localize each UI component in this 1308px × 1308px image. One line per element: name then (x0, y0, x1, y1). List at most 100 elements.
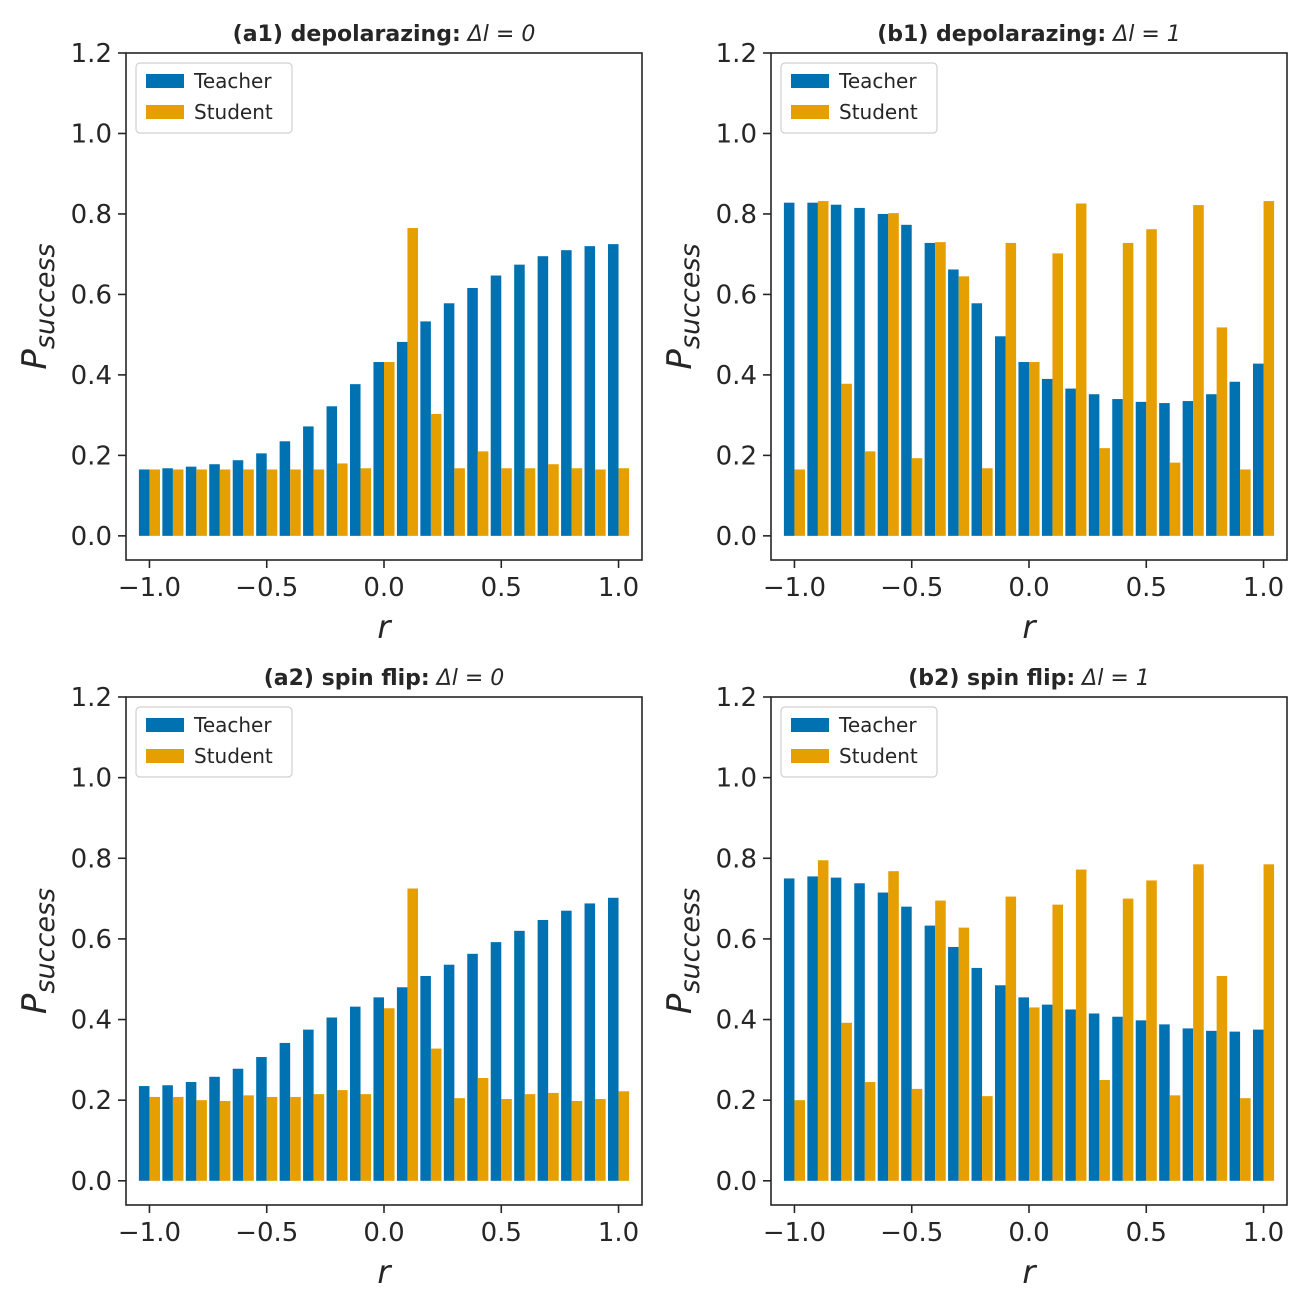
bar-student-1 (817, 201, 829, 536)
bar-student-12 (1075, 869, 1087, 1181)
bar-student-16 (524, 1094, 536, 1181)
bar-teacher-9 (994, 336, 1006, 536)
bar-student-7 (313, 469, 325, 536)
legend-swatch-student (146, 105, 184, 119)
bar-student-5 (911, 458, 923, 536)
bar-student-1 (817, 860, 829, 1181)
panel-title: (b1) depolarazing: Δl = 1 (877, 22, 1181, 47)
legend: Teacher Student (780, 62, 938, 134)
legend-swatch-student (791, 105, 829, 119)
y-axis-label: Psuccess (660, 888, 706, 1014)
panel-a1: −1.0 −0.5 0.0 0.5 1.0 0.0 0.2 0.4 0.6 0.8 1.0 1.2 (a… (15, 22, 643, 646)
legend: Teacher Student (780, 706, 938, 778)
bar-teacher-17 (537, 919, 549, 1181)
panel-title: (a1) depolarazing: Δl = 0 (233, 22, 536, 47)
bar-teacher-1 (807, 876, 818, 1181)
bar-student-15 (501, 1098, 512, 1181)
bar-teacher-14 (467, 287, 478, 536)
bar-teacher-12 (420, 976, 431, 1181)
bar-teacher-15 (490, 942, 502, 1181)
bar-student-3 (864, 451, 876, 536)
bar-teacher-14 (1112, 399, 1123, 536)
x-tick-label: 0.5 (481, 573, 522, 603)
x-tick-label: 0.5 (1126, 573, 1167, 603)
panel-b2: −1.0 −0.5 0.0 0.5 1.0 0.0 0.2 0.4 0.6 0.8 1.0 1.2 (b… (660, 666, 1288, 1291)
legend-swatch-teacher (146, 74, 184, 88)
x-tick-label: 0.0 (363, 1218, 404, 1248)
panel-title-bold: (a1) depolarazing: (233, 22, 461, 47)
y-tick-label: 1.2 (716, 39, 757, 69)
x-tick-label: −1.0 (118, 573, 181, 603)
panel-b1: −1.0 −0.5 0.0 0.5 1.0 0.0 0.2 0.4 0.6 0.8 1.0 1.2 (b… (660, 22, 1288, 646)
x-tick-label: −1.0 (763, 1218, 826, 1248)
x-tick-label: 1.0 (598, 1218, 639, 1248)
bar-teacher-0 (138, 469, 150, 536)
bar-teacher-17 (537, 256, 549, 536)
x-tick-label: 0.0 (1008, 1218, 1049, 1248)
bar-teacher-6 (924, 242, 936, 536)
x-tick-label: 1.0 (598, 573, 639, 603)
bar-student-2 (841, 383, 852, 536)
bar-student-18 (1216, 976, 1228, 1181)
y-axis-label-sub: success (30, 243, 61, 349)
bar-student-16 (524, 468, 536, 536)
bar-student-3 (219, 469, 231, 536)
y-tick-label: 1.0 (71, 764, 112, 794)
bar-student-13 (454, 468, 465, 536)
bar-student-2 (841, 1022, 852, 1181)
bar-teacher-17 (1182, 401, 1194, 536)
y-tick-label: 1.0 (71, 119, 112, 149)
bar-student-14 (1122, 242, 1134, 536)
y-tick-label: 0.4 (716, 361, 757, 391)
bar-student-7 (958, 276, 970, 536)
bar-student-1 (172, 469, 184, 536)
bar-teacher-1 (162, 468, 173, 536)
bar-student-8 (982, 468, 993, 536)
bar-student-2 (196, 469, 207, 536)
bar-student-7 (313, 1094, 325, 1181)
bar-student-18 (571, 1100, 583, 1181)
bar-teacher-19 (584, 246, 596, 536)
bar-teacher-10 (1018, 997, 1029, 1181)
bar-teacher-3 (854, 883, 865, 1181)
y-axis-label-sub: success (30, 888, 61, 994)
legend: Teacher Student (135, 62, 293, 134)
bar-teacher-2 (830, 877, 842, 1181)
bar-teacher-5 (256, 1057, 267, 1181)
bar-student-12 (1075, 203, 1087, 536)
panel-title-math: Δl = 0 (466, 22, 536, 47)
x-tick-label: 0.5 (1126, 1218, 1167, 1248)
bar-student-0 (149, 469, 160, 536)
bar-student-9 (1005, 896, 1017, 1181)
y-tick-label: 1.2 (71, 683, 112, 713)
y-tick-label: 0.8 (71, 200, 112, 230)
legend-label-student: Student (839, 744, 918, 768)
bar-student-17 (1193, 864, 1204, 1181)
bar-teacher-2 (185, 466, 197, 536)
bar-student-8 (337, 1090, 348, 1181)
legend-swatch-teacher (791, 74, 829, 88)
bar-student-16 (1169, 462, 1181, 536)
legend-label-teacher: Teacher (838, 69, 917, 93)
bar-student-17 (548, 464, 559, 536)
legend: Teacher Student (135, 706, 293, 778)
y-axis-label: Psuccess (660, 243, 706, 369)
bar-teacher-8 (971, 303, 983, 536)
bar-teacher-0 (138, 1086, 150, 1181)
bar-student-12 (430, 1048, 442, 1181)
bar-teacher-16 (1159, 403, 1170, 536)
bar-student-4 (243, 1095, 254, 1181)
x-tick-label: 1.0 (1243, 573, 1284, 603)
bar-teacher-4 (877, 892, 889, 1181)
bar-teacher-15 (1135, 1020, 1147, 1181)
bar-teacher-8 (326, 406, 338, 536)
bar-teacher-20 (1252, 363, 1264, 536)
bar-teacher-7 (303, 426, 314, 536)
y-tick-label: 0.4 (716, 1006, 757, 1036)
bar-teacher-1 (807, 202, 818, 536)
panel-title-bold: (b1) depolarazing: (877, 22, 1106, 47)
panel-title-bold: (a2) spin flip: (264, 666, 430, 691)
bar-teacher-9 (994, 985, 1006, 1181)
panel-title-math: Δl = 0 (435, 666, 505, 691)
y-tick-label: 0.8 (716, 200, 757, 230)
